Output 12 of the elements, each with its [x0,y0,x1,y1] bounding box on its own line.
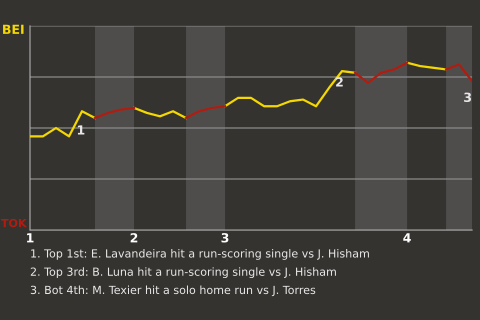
annotation: 3 [464,92,472,102]
text: 3. Bot 4th: M. Texier hit a solo home run vs J. Torres [30,286,316,296]
text: BEI [3,24,24,34]
x-tick-label: 4 [403,233,411,242]
text: 2. Top 3rd: B. Luna hit a run-scoring single vs J. Hisham [30,267,336,278]
x-tick-label: 3 [222,233,228,243]
x-tick-label: 2 [130,233,138,242]
annotation: 2 [336,77,343,87]
x-tick-label: 1 [27,233,34,242]
text: TOK [1,218,27,228]
text: 1. Top 1st: E. Lavandeira hit a run-scoring single vs J. Hisham [31,249,369,260]
annotation: 1 [78,125,84,135]
